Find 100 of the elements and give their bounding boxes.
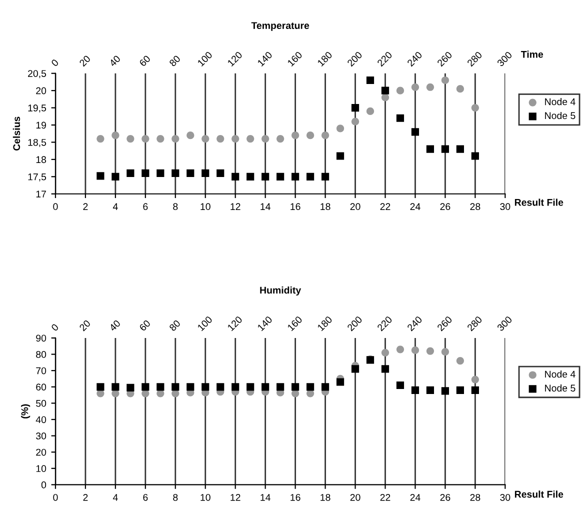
x-tick-label: 28 — [470, 203, 480, 210]
point — [262, 172, 270, 180]
point — [426, 145, 434, 153]
x2-tick-label: 80 — [168, 320, 181, 332]
x2-tick-label: 140 — [257, 316, 273, 332]
point — [411, 128, 420, 136]
y-tick-label: 20,5 — [28, 70, 46, 78]
point — [351, 104, 360, 112]
point — [186, 169, 194, 178]
point — [112, 132, 120, 140]
point — [186, 383, 194, 391]
point — [126, 169, 134, 178]
x2-tick-label: 260 — [436, 316, 453, 332]
point — [112, 390, 120, 398]
point — [142, 390, 150, 398]
point — [156, 390, 164, 398]
y-tick-label: 19 — [36, 122, 46, 129]
point — [246, 172, 254, 180]
x2-tick-label: 60 — [138, 320, 151, 332]
x-tick-label: 10 — [200, 494, 210, 501]
x-tick-label: 6 — [143, 494, 148, 501]
point — [172, 134, 180, 143]
x2-tick-label: 0 — [50, 58, 59, 67]
y-tick-label: 20 — [36, 87, 46, 94]
x2-tick-label: 100 — [197, 51, 213, 67]
point — [441, 348, 450, 356]
point — [126, 134, 134, 143]
x-tick-label: 30 — [500, 494, 510, 501]
x2-tick-label: 40 — [108, 320, 121, 332]
x-tick-label: 18 — [320, 203, 330, 210]
point — [156, 169, 164, 178]
point — [456, 145, 464, 153]
x-tick-label: 22 — [380, 494, 390, 501]
point — [216, 169, 224, 178]
point — [306, 172, 314, 180]
point — [396, 114, 404, 122]
point — [202, 169, 210, 178]
x2-tick-label: 120 — [227, 316, 243, 332]
point — [186, 132, 194, 140]
x-tick-label: 6 — [143, 203, 148, 210]
point — [156, 134, 164, 143]
point — [232, 383, 240, 391]
x2-tick-label: 160 — [287, 51, 303, 67]
x2-tick-label: 80 — [168, 54, 181, 67]
x-tick-label: 10 — [200, 203, 210, 210]
x-tick-label: 24 — [410, 494, 420, 501]
point — [381, 365, 390, 373]
x-tick-label: 4 — [112, 203, 118, 210]
point — [276, 172, 284, 180]
x-axis-title: Result File — [514, 490, 564, 498]
x-tick-label: 12 — [230, 203, 240, 210]
x2-tick-label: 100 — [197, 316, 213, 332]
point — [142, 134, 150, 143]
x2-tick-label: 300 — [496, 316, 512, 332]
point — [156, 383, 164, 391]
point — [232, 172, 240, 180]
x-axis-title: Result File — [514, 198, 564, 206]
point — [142, 169, 150, 178]
x2-tick-label: 200 — [346, 51, 363, 67]
point — [172, 169, 180, 178]
point — [306, 390, 314, 398]
x-tick-label: 2 — [83, 494, 88, 501]
x2-tick-label: 280 — [466, 316, 482, 332]
point — [321, 132, 330, 140]
x2-tick-label: 40 — [108, 54, 121, 67]
x2-tick-label: 180 — [317, 51, 333, 67]
point — [172, 390, 180, 398]
x-tick-label: 28 — [470, 494, 480, 501]
x-tick-label: 2 — [83, 203, 88, 210]
point — [306, 383, 314, 391]
x-tick-label: 16 — [290, 494, 300, 501]
point — [381, 348, 390, 356]
point — [441, 387, 450, 395]
point — [246, 383, 254, 391]
x2-tick-label: 200 — [346, 316, 363, 332]
point — [456, 85, 464, 93]
point — [292, 383, 300, 391]
point — [96, 134, 104, 143]
x2-tick-label: 220 — [376, 51, 393, 67]
point — [441, 145, 450, 153]
point — [96, 383, 104, 391]
y-tick-label: 90 — [36, 334, 46, 342]
x-tick-label: 14 — [260, 494, 270, 501]
y-tick-label: 10 — [36, 465, 46, 472]
legend-label: Node 5 — [545, 112, 576, 120]
point — [471, 152, 479, 160]
point — [246, 134, 254, 143]
legend-label: Node 4 — [545, 98, 576, 106]
x-tick-label: 8 — [173, 203, 178, 210]
point — [351, 118, 360, 126]
y-tick-label: 18,5 — [28, 138, 46, 147]
point — [292, 390, 300, 398]
point — [262, 134, 270, 143]
point — [426, 83, 434, 91]
point — [426, 386, 434, 394]
point — [396, 381, 404, 390]
point — [232, 134, 240, 143]
point — [456, 386, 464, 394]
point — [471, 376, 479, 384]
chart-title: Temperature — [251, 22, 310, 31]
